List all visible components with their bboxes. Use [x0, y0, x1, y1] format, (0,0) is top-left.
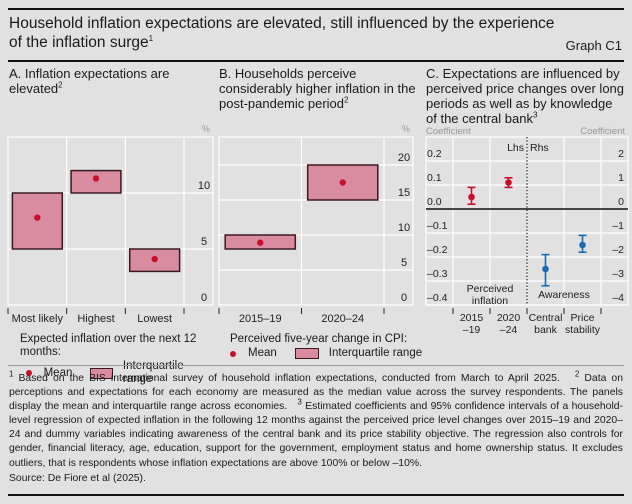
mean-point	[34, 214, 41, 221]
mean-point	[92, 175, 100, 182]
x-tick-label: Most likely	[12, 313, 64, 325]
title-rule	[8, 60, 624, 62]
coef-point	[468, 193, 475, 201]
y-tick-label-right: –3	[612, 268, 624, 280]
panel-a-title: A. Inflation expectations are elevated2	[9, 66, 170, 96]
plot-frame	[218, 136, 414, 306]
iqr-swatch-icon	[294, 348, 319, 359]
top-rule	[8, 8, 624, 10]
notes-rule	[8, 365, 624, 366]
y-tick-label-left: 0.0	[427, 196, 442, 208]
mean-point	[151, 255, 158, 263]
legend-heading: Expected inflation over the next 12 mont…	[20, 333, 197, 358]
x-tick-label: Lowest	[137, 313, 172, 325]
rhs-label: Rhs	[530, 142, 549, 154]
bottom-rule	[8, 494, 624, 496]
mean-dot-icon	[26, 370, 32, 376]
y-tick-label-left: 0.2	[427, 148, 442, 160]
legend-heading: Perceived five-year change in CPI:	[230, 333, 408, 345]
legend-range-label: Interquartile range	[122, 360, 184, 385]
y-tick-label: 0	[401, 292, 407, 304]
x-tick-label: Highest	[77, 313, 114, 325]
y-tick-label-left: –0.2	[427, 244, 448, 256]
page-title: Household inflation expectations are ele…	[9, 15, 555, 51]
mean-point	[339, 179, 346, 186]
y-tick-label: 10	[198, 180, 210, 192]
y-tick-label-right: 0	[618, 196, 624, 208]
y-tick-label-right: 1	[618, 172, 624, 184]
unit-label: %	[202, 124, 210, 134]
mean-point	[257, 239, 264, 246]
x-tick-label: 2020	[497, 312, 521, 324]
group-label: inflation	[472, 295, 508, 307]
x-tick-label: Price	[571, 312, 595, 324]
y-tick-label: 10	[398, 222, 410, 234]
coef-point	[579, 241, 586, 249]
panel-b-title: B. Households perceive considerably high…	[219, 66, 416, 111]
source: Source: De Fiore et al (2025).	[9, 473, 146, 484]
x-tick-label: 2015	[460, 312, 484, 324]
coef-point	[505, 179, 512, 186]
panel-b-legend: Perceived five-year change in CPI: Mean …	[230, 333, 430, 360]
y-tick-label-left: –0.3	[427, 268, 448, 280]
group-label: Perceived	[467, 283, 514, 295]
mean-dot-icon	[230, 350, 236, 357]
iqr-box	[11, 192, 64, 250]
y-tick-label-left: –0.4	[427, 292, 448, 304]
graph-id: Graph C1	[565, 38, 622, 53]
x-tick-label: –19	[463, 324, 481, 336]
x-tick-label: bank	[534, 324, 558, 336]
unit-label: %	[402, 124, 410, 134]
right-axis-label: Coefficient	[580, 126, 625, 137]
lhs-label: Lhs	[507, 142, 524, 154]
y-tick-label: 5	[201, 236, 207, 248]
y-tick-label-left: 0.1	[427, 172, 442, 184]
plot-frame	[7, 136, 214, 306]
panel-c-title: C. Expectations are influenced by percei…	[426, 66, 625, 126]
y-tick-label: 15	[398, 187, 410, 199]
iqr-swatch-icon	[90, 367, 113, 379]
legend-range-label: Interquartile range	[328, 347, 423, 359]
x-tick-label: –24	[500, 324, 518, 336]
y-tick-label-right: –2	[612, 244, 624, 256]
y-tick-label: 5	[401, 257, 407, 269]
group-label: Awareness	[538, 289, 590, 301]
y-tick-label-right: –4	[612, 292, 624, 304]
panel-a-legend: Expected inflation over the next 12 mont…	[20, 333, 210, 386]
legend-mean-label: Mean	[43, 366, 73, 379]
y-tick-label-right: 2	[618, 148, 624, 160]
footnotes: 1 Based on the BIS international survey …	[9, 369, 624, 469]
iqr-box	[70, 169, 122, 194]
legend-mean-label: Mean	[248, 347, 277, 359]
coef-point	[542, 265, 549, 273]
x-tick-label: Central	[529, 312, 563, 324]
y-tick-label-left: –0.1	[427, 220, 448, 232]
y-tick-label-right: –1	[612, 220, 624, 232]
left-axis-label: Coefficient	[426, 126, 471, 137]
y-tick-label: 0	[201, 292, 207, 304]
y-tick-label: 20	[398, 152, 410, 164]
x-tick-label: 2015–19	[239, 313, 282, 325]
x-tick-label: 2020–24	[321, 313, 364, 325]
x-tick-label: stability	[565, 324, 601, 336]
